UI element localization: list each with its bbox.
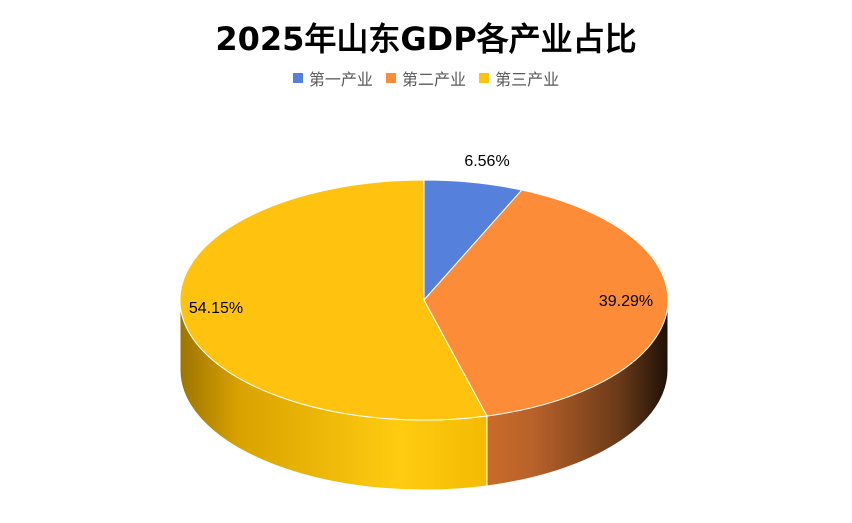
legend-item-primary[interactable]: 第一产业 <box>292 66 373 90</box>
chart-title: 2025年山东GDP各产业占比 <box>215 20 637 58</box>
data-label-primary: 6.56% <box>464 153 509 170</box>
legend-label: 第一产业 <box>308 70 373 89</box>
legend-label: 第二产业 <box>401 70 466 89</box>
data-label-tertiary: 54.15% <box>189 300 243 317</box>
legend-swatch <box>385 73 396 83</box>
legend-item-secondary[interactable]: 第二产业 <box>385 66 466 90</box>
legend-swatch <box>479 73 490 83</box>
legend: 第一产业 第二产业 第三产业 <box>0 66 852 90</box>
data-label-secondary: 39.29% <box>599 293 653 310</box>
legend-swatch <box>292 73 303 83</box>
legend-label: 第三产业 <box>495 70 560 89</box>
legend-item-tertiary[interactable]: 第三产业 <box>479 66 559 90</box>
pie-slice-tertiary[interactable] <box>179 179 488 421</box>
pie-slice-secondary[interactable] <box>423 189 669 417</box>
